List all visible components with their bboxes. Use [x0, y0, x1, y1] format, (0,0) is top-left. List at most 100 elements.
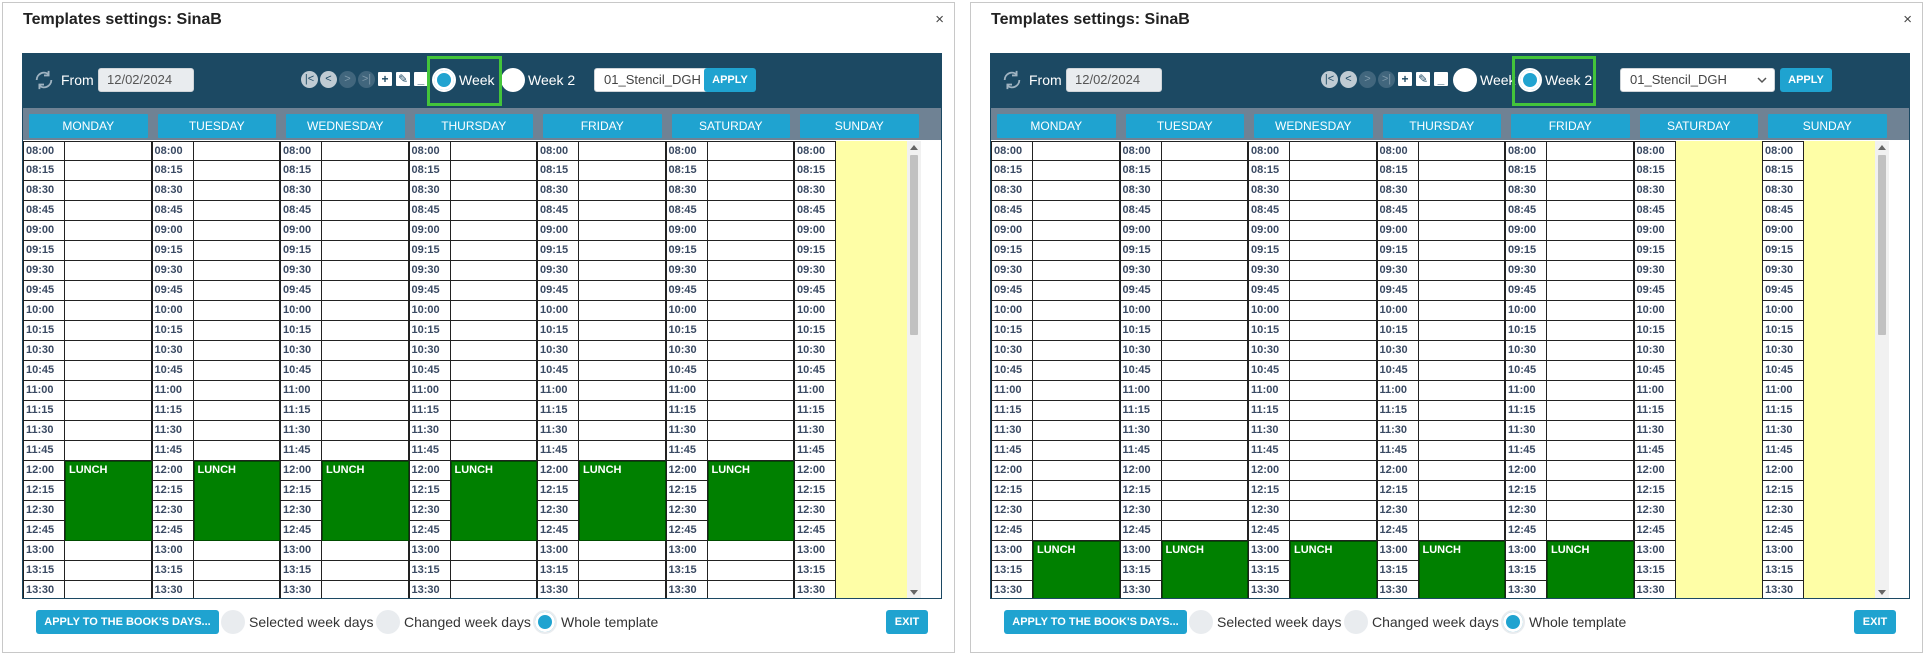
time-slot-cell[interactable] — [1161, 141, 1248, 161]
time-slot-cell[interactable] — [1033, 421, 1120, 441]
time-slot-cell[interactable] — [450, 161, 537, 181]
time-slot-cell[interactable] — [1418, 201, 1505, 221]
time-slot-cell[interactable] — [1161, 441, 1248, 461]
lunch-block[interactable]: LUNCH — [450, 461, 537, 541]
day-header-thursday[interactable]: THURSDAY — [414, 114, 533, 138]
time-slot-cell[interactable] — [1547, 201, 1634, 221]
time-slot-cell[interactable] — [1547, 461, 1634, 481]
time-slot-cell[interactable] — [65, 361, 152, 381]
time-slot-cell[interactable] — [1547, 141, 1634, 161]
time-slot-cell[interactable] — [1033, 261, 1120, 281]
time-slot-cell[interactable] — [1547, 441, 1634, 461]
time-slot-cell[interactable] — [65, 281, 152, 301]
time-slot-cell[interactable] — [322, 161, 409, 181]
changed-week-days-radio[interactable] — [1344, 610, 1368, 634]
time-slot-cell[interactable] — [1547, 521, 1634, 541]
time-slot-cell[interactable] — [579, 421, 666, 441]
time-slot-cell[interactable] — [579, 201, 666, 221]
apply-button[interactable]: APPLY — [1780, 68, 1832, 92]
remove-icon[interactable]: _ — [1433, 71, 1449, 87]
add-icon[interactable]: + — [1397, 71, 1413, 87]
time-slot-cell[interactable] — [193, 161, 280, 181]
time-slot-cell[interactable] — [1033, 161, 1120, 181]
time-slot-cell[interactable] — [1418, 241, 1505, 261]
add-icon[interactable]: + — [377, 71, 393, 87]
time-slot-cell[interactable] — [707, 181, 794, 201]
time-slot-cell[interactable] — [450, 201, 537, 221]
time-slot-cell[interactable] — [193, 421, 280, 441]
time-slot-cell[interactable] — [1033, 181, 1120, 201]
time-slot-cell[interactable] — [1161, 201, 1248, 221]
time-slot-cell[interactable] — [193, 321, 280, 341]
time-slot-cell[interactable] — [193, 361, 280, 381]
time-slot-cell[interactable] — [1033, 461, 1120, 481]
time-slot-cell[interactable] — [1418, 281, 1505, 301]
time-slot-cell[interactable] — [450, 141, 537, 161]
time-slot-cell[interactable] — [1547, 261, 1634, 281]
time-slot-cell[interactable] — [1547, 281, 1634, 301]
time-slot-cell[interactable] — [1418, 361, 1505, 381]
time-slot-cell[interactable] — [707, 361, 794, 381]
week1-radio[interactable] — [1453, 68, 1477, 92]
changed-week-days-radio[interactable] — [376, 610, 400, 634]
time-slot-cell[interactable] — [1547, 401, 1634, 421]
whole-template-radio[interactable] — [533, 610, 557, 634]
exit-button[interactable]: EXIT — [886, 610, 928, 634]
time-slot-cell[interactable] — [1290, 441, 1377, 461]
time-slot-cell[interactable] — [707, 241, 794, 261]
scroll-thumb[interactable] — [909, 155, 918, 335]
time-slot-cell[interactable] — [322, 561, 409, 581]
time-slot-cell[interactable] — [579, 441, 666, 461]
time-slot-cell[interactable] — [707, 541, 794, 561]
time-slot-cell[interactable] — [322, 301, 409, 321]
time-slot-cell[interactable] — [1290, 361, 1377, 381]
time-slot-cell[interactable] — [322, 341, 409, 361]
time-slot-cell[interactable] — [1290, 181, 1377, 201]
time-slot-cell[interactable] — [707, 281, 794, 301]
time-slot-cell[interactable] — [322, 241, 409, 261]
time-slot-cell[interactable] — [450, 361, 537, 381]
time-slot-cell[interactable] — [193, 281, 280, 301]
time-slot-cell[interactable] — [1161, 361, 1248, 381]
time-slot-cell[interactable] — [193, 581, 280, 598]
last-page-icon[interactable]: >| — [358, 71, 375, 88]
time-slot-cell[interactable] — [193, 541, 280, 561]
day-header-friday[interactable]: FRIDAY — [1511, 114, 1630, 138]
day-header-wednesday[interactable]: WEDNESDAY — [1254, 114, 1373, 138]
time-slot-cell[interactable] — [579, 241, 666, 261]
from-date-input[interactable]: 12/02/2024 — [98, 68, 194, 92]
time-slot-cell[interactable] — [579, 281, 666, 301]
time-slot-cell[interactable] — [1161, 401, 1248, 421]
time-slot-cell[interactable] — [322, 261, 409, 281]
time-slot-cell[interactable] — [1161, 381, 1248, 401]
time-slot-cell[interactable] — [450, 321, 537, 341]
time-slot-cell[interactable] — [1547, 321, 1634, 341]
time-slot-cell[interactable] — [65, 321, 152, 341]
time-slot-cell[interactable] — [579, 181, 666, 201]
lunch-block[interactable]: LUNCH — [65, 461, 152, 541]
time-slot-cell[interactable] — [1547, 181, 1634, 201]
day-header-saturday[interactable]: SATURDAY — [671, 114, 790, 138]
time-slot-cell[interactable] — [1290, 461, 1377, 481]
vertical-scrollbar[interactable] — [906, 141, 921, 598]
time-slot-cell[interactable] — [1161, 421, 1248, 441]
time-slot-cell[interactable] — [1418, 501, 1505, 521]
refresh-icon[interactable] — [1001, 69, 1023, 91]
time-slot-cell[interactable] — [579, 161, 666, 181]
time-slot-cell[interactable] — [1290, 241, 1377, 261]
lunch-block[interactable]: LUNCH — [1418, 541, 1505, 598]
time-slot-cell[interactable] — [450, 581, 537, 598]
time-slot-cell[interactable] — [579, 301, 666, 321]
scroll-up-icon[interactable] — [1877, 145, 1886, 150]
time-slot-cell[interactable] — [322, 581, 409, 598]
time-slot-cell[interactable] — [1547, 381, 1634, 401]
lunch-block[interactable]: LUNCH — [707, 461, 794, 541]
time-slot-cell[interactable] — [1418, 341, 1505, 361]
time-slot-cell[interactable] — [1547, 421, 1634, 441]
time-slot-cell[interactable] — [1161, 461, 1248, 481]
apply-to-books-days-button[interactable]: APPLY TO THE BOOK'S DAYS... — [36, 610, 219, 634]
time-slot-cell[interactable] — [1033, 521, 1120, 541]
time-slot-cell[interactable] — [707, 561, 794, 581]
time-slot-cell[interactable] — [65, 201, 152, 221]
edit-icon[interactable]: ✎ — [395, 71, 411, 87]
